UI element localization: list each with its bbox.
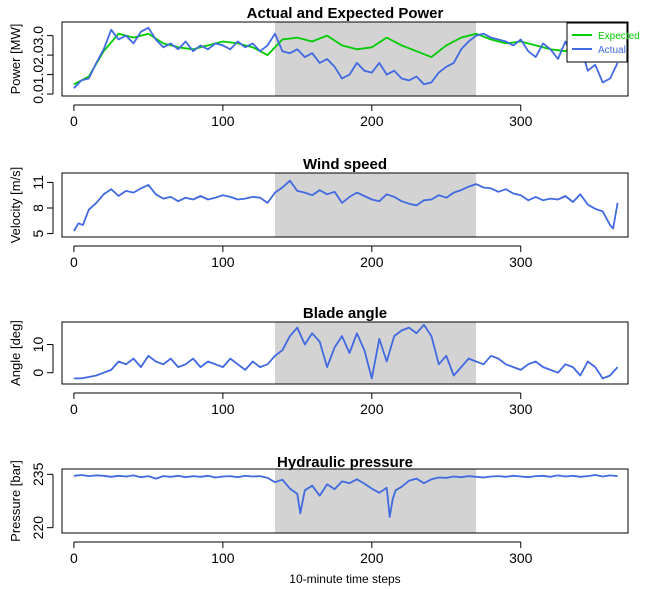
x-tick-label-hydraulic-pressure: 100: [211, 550, 235, 566]
y-tick-label-hydraulic-pressure: 220: [30, 516, 46, 540]
x-tick-label-blade-angle: 200: [360, 401, 384, 417]
series-line-power-actual: [73, 26, 619, 89]
x-tick-label-power: 300: [509, 113, 533, 129]
series-line-hydraulic-pressure-series-0: [73, 474, 618, 518]
legend: Expected Actual: [566, 22, 640, 63]
y-tick-label-wind-speed: 8: [30, 204, 46, 212]
shaded-region-blade-angle: [274, 322, 477, 384]
y-axis-label-power: Power [MW]: [8, 24, 23, 95]
plot-area-wind-speed: [61, 172, 629, 238]
legend-label-expected: Expected: [598, 31, 640, 42]
x-tick-label-blade-angle: 100: [211, 401, 235, 417]
y-tick-label-wind-speed: 11: [30, 175, 46, 190]
chart-title-wind-speed: Wind speed: [303, 156, 387, 173]
y-axis-label-wind-speed: Velocity [m/s]: [8, 167, 23, 244]
x-tick-label-blade-angle: 0: [70, 401, 78, 417]
panel-blade-angle: Blade angle Angle [deg] 0 100 200 300 0 10: [8, 305, 629, 417]
y-tick-label-wind-speed: 5: [30, 229, 46, 237]
panel-wind-speed: Wind speed Velocity [m/s] 0 100 200 300 5 8 11: [8, 156, 629, 270]
chart-title-power: Actual and Expected Power: [247, 5, 444, 22]
x-tick-label-blade-angle: 300: [509, 401, 533, 417]
series-line-blade-angle-series-0: [73, 323, 619, 380]
plot-area-blade-angle: [61, 321, 629, 385]
y-tick-label-power: 2.0: [30, 45, 46, 65]
x-tick-label-wind-speed: 100: [211, 254, 235, 270]
x-tick-label-hydraulic-pressure: 200: [360, 550, 384, 566]
panel-hydraulic-pressure: Hydraulic pressure Pressure [bar] 0 100 20…: [8, 454, 629, 566]
x-tick-label-power: 200: [360, 113, 384, 129]
chart-title-blade-angle: Blade angle: [303, 305, 387, 322]
x-tick-label-wind-speed: 300: [509, 254, 533, 270]
plot-area-power: [61, 21, 629, 97]
shaded-region-wind-speed: [274, 173, 477, 237]
plot-area-hydraulic-pressure: [61, 468, 629, 534]
y-tick-label-blade-angle: 10: [30, 337, 46, 353]
y-tick-label-power: 1.0: [30, 65, 46, 85]
y-tick-label-power: 3.0: [30, 26, 46, 46]
chart-title-hydraulic-pressure: Hydraulic pressure: [277, 454, 413, 471]
series-line-power-expected: [73, 32, 619, 86]
x-tick-label-hydraulic-pressure: 0: [70, 550, 78, 566]
y-tick-label-blade-angle: 0: [30, 369, 46, 377]
x-tick-label-wind-speed: 200: [360, 254, 384, 270]
x-tick-label-wind-speed: 0: [70, 254, 78, 270]
x-tick-label-hydraulic-pressure: 300: [509, 550, 533, 566]
legend-label-actual: Actual: [598, 45, 626, 56]
series-line-wind-speed-series-0: [73, 179, 619, 232]
panel-power: Actual and Expected Power Power [MW] Exp…: [8, 5, 640, 129]
y-tick-label-hydraulic-pressure: 235: [30, 462, 46, 486]
x-axis-label: 10-minute time steps: [289, 572, 400, 586]
y-tick-label-power: 0.0: [30, 84, 46, 104]
shaded-region-hydraulic-pressure: [274, 469, 477, 533]
y-axis-label-hydraulic-pressure: Pressure [bar]: [8, 460, 23, 542]
shaded-region-power: [274, 22, 477, 96]
legend-box: [566, 22, 628, 63]
y-axis-label-blade-angle: Angle [deg]: [8, 320, 23, 386]
x-tick-label-power: 0: [70, 113, 78, 129]
x-tick-label-power: 100: [211, 113, 235, 129]
